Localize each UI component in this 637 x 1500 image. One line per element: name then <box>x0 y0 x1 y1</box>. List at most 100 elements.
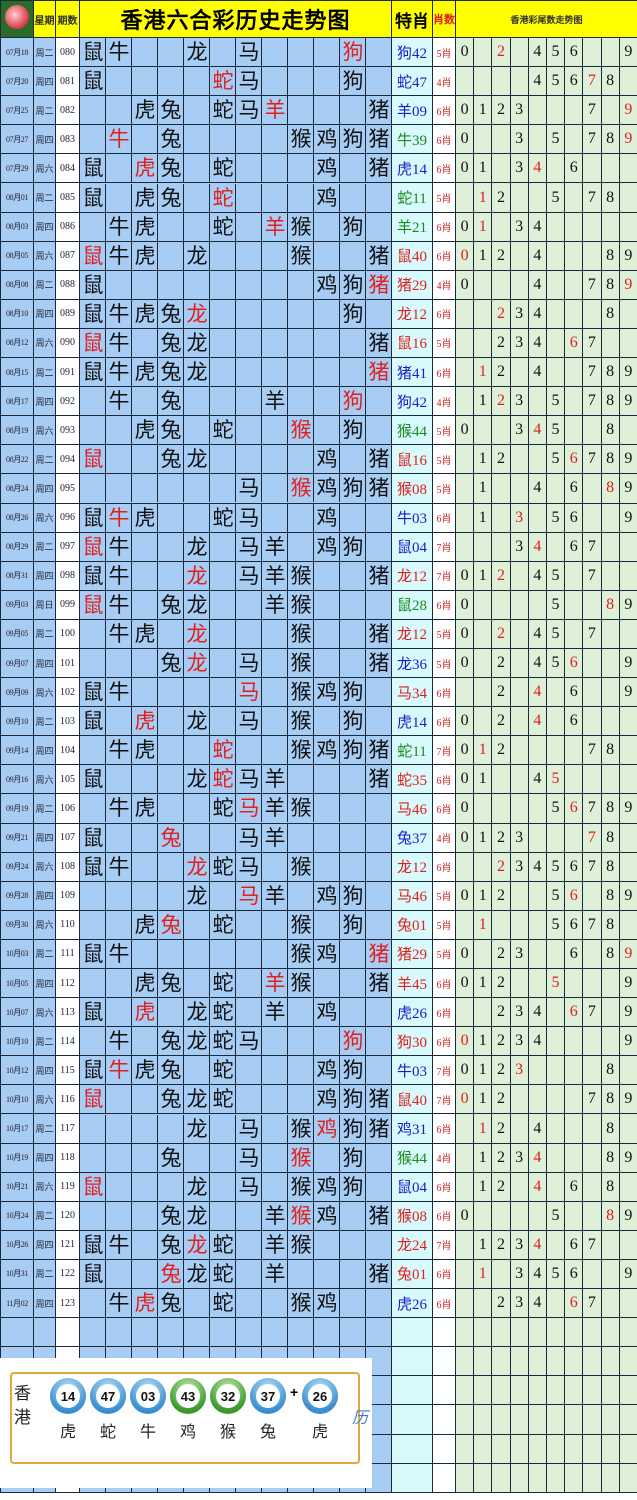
period-cell: 089 <box>55 298 80 329</box>
period-cell: 121 <box>55 1229 80 1260</box>
weekday-cell: 周二 <box>33 95 56 126</box>
special-zodiac-cell: 狗42 <box>391 386 434 417</box>
tail-digit-cell: 4 <box>527 357 547 388</box>
date-cell: 08月15 <box>0 357 34 388</box>
zodiac-cell: 猴 <box>290 1291 312 1316</box>
zodiac-cell: 狗 <box>342 1174 364 1199</box>
zodiac-cell: 龙 <box>186 709 208 734</box>
zodiac-cell: 狗 <box>342 1116 364 1141</box>
tail-digit-cell: 2 <box>491 327 511 359</box>
tail-digit-cell <box>564 560 584 591</box>
tail-digit-cell: 2 <box>491 240 511 271</box>
zodiac-cell: 猪 <box>368 360 390 385</box>
date-cell: 10月05 <box>0 967 34 999</box>
empty-cell <box>618 1433 637 1464</box>
lottery-ball: 26 虎 <box>302 1378 338 1442</box>
zodiac-cells: 兔龙 羊猴鸡 猪 <box>78 1200 393 1231</box>
special-zodiac-cell: 龙24 <box>391 1229 434 1260</box>
weekday-cell: 周二 <box>33 706 56 737</box>
zodiac-count-cell: 5肖 <box>432 880 457 911</box>
zodiac-cell: 兔 <box>160 1232 182 1257</box>
weekday-cell: 周四 <box>33 473 56 504</box>
tail-digit-cell <box>473 647 493 679</box>
zodiac-cell: 鼠 <box>82 709 104 734</box>
zodiac-cell: 猴 <box>290 738 312 763</box>
tail-digit-cell <box>491 764 511 795</box>
table-row: 08月22 周二 094 鼠 兔龙 鸡 猪鼠16 5肖 1 2 5 6 7 8 9 <box>0 444 637 475</box>
zodiac-cell: 猪 <box>368 476 390 501</box>
zodiac-row: 鼠牛虎兔龙 猪 <box>80 358 391 386</box>
zodiac-cell: 蛇 <box>212 971 234 996</box>
empty-cell <box>391 1375 434 1406</box>
zodiac-cell: 猪 <box>368 98 390 123</box>
tail-digit-cell: 1 <box>473 735 493 766</box>
empty-cell <box>582 1375 602 1406</box>
date-cell: 09月07 <box>0 647 34 679</box>
tail-digit-cell <box>509 1113 529 1144</box>
tail-digit-cell <box>582 502 602 533</box>
special-zodiac-cell: 虎26 <box>391 997 434 1028</box>
zodiac-cell: 虎 <box>134 1291 156 1316</box>
zodiac-cell: 虎 <box>134 621 156 646</box>
zodiac-cell: 鸡 <box>316 1174 338 1199</box>
empty-cell <box>618 1317 637 1348</box>
tail-digit-cell <box>509 677 529 708</box>
weekday-cell: 周六 <box>33 240 56 271</box>
tail-digit-cell: 8 <box>600 909 620 940</box>
zodiac-cell: 牛 <box>108 534 130 559</box>
tail-digit-cell <box>473 1200 493 1231</box>
zodiac-cell: 龙 <box>186 854 208 879</box>
empty-cell <box>473 1433 493 1464</box>
tail-digit-cell <box>618 298 637 329</box>
period-cell: 084 <box>55 153 80 184</box>
zodiac-cell: 猪 <box>368 447 390 472</box>
tail-digit-cell: 4 <box>527 1171 547 1202</box>
tail-digit-cell: 4 <box>527 415 547 446</box>
tail-digit-cell: 2 <box>491 735 511 766</box>
zodiac-count-cell: 5肖 <box>432 36 457 68</box>
empty-cell <box>545 1317 566 1348</box>
zodiac-cell: 蛇 <box>212 738 234 763</box>
empty-cell <box>473 1404 493 1435</box>
zodiac-row: 虎兔 蛇 猴 狗 <box>80 911 391 939</box>
zodiac-count-cell: 7肖 <box>432 1084 457 1115</box>
zodiac-cell: 鼠 <box>82 1261 104 1286</box>
tail-digit-cell <box>455 997 475 1028</box>
table-row: 08月19 周六 093 虎兔 蛇 猴 狗 猴44 5肖 0 3 4 5 8 <box>0 415 637 446</box>
period-cell: 092 <box>55 386 80 417</box>
tail-digit-cell: 6 <box>564 793 584 824</box>
zodiac-cells: 虎兔 蛇 猴 狗 <box>78 909 393 940</box>
tail-digit-cell: 1 <box>473 560 493 591</box>
tail-digit-cell <box>491 473 511 504</box>
tail-digit-cell <box>582 1200 602 1231</box>
period-cell: 094 <box>55 444 80 475</box>
tail-digit-cell <box>491 66 511 97</box>
date-cell: 10月12 <box>0 1055 34 1086</box>
period-cell: 102 <box>55 677 80 708</box>
zodiac-cell: 狗 <box>342 301 364 326</box>
zodiac-cell: 马 <box>238 854 260 879</box>
empty-cell <box>491 1317 511 1348</box>
zodiac-cell: 兔 <box>160 1261 182 1286</box>
empty-cell <box>600 1317 620 1348</box>
tail-digit-cell <box>527 793 547 824</box>
tail-digit-cell <box>509 357 529 388</box>
special-zodiac-cell: 虎14 <box>391 153 434 184</box>
period-cell: 122 <box>55 1258 80 1290</box>
period-cell: 082 <box>55 95 80 126</box>
tail-digit-cell <box>455 1229 475 1260</box>
zodiac-cell: 虎 <box>134 738 156 763</box>
tail-digit-cell <box>564 415 584 446</box>
tail-digit-cell: 2 <box>491 880 511 911</box>
special-zodiac-cell: 马34 <box>391 677 434 708</box>
period-cell: 099 <box>55 589 80 620</box>
zodiac-row: 鼠牛虎兔龙 狗 <box>80 300 391 328</box>
weekday-cell: 周四 <box>33 298 56 329</box>
tail-digit-cell: 3 <box>509 95 529 126</box>
zodiac-cell: 牛 <box>108 389 130 414</box>
period-cell: 096 <box>55 502 80 533</box>
tail-digit-cell: 8 <box>600 851 620 882</box>
period-cell: 100 <box>55 618 80 649</box>
weekday-cell: 周四 <box>33 66 56 97</box>
